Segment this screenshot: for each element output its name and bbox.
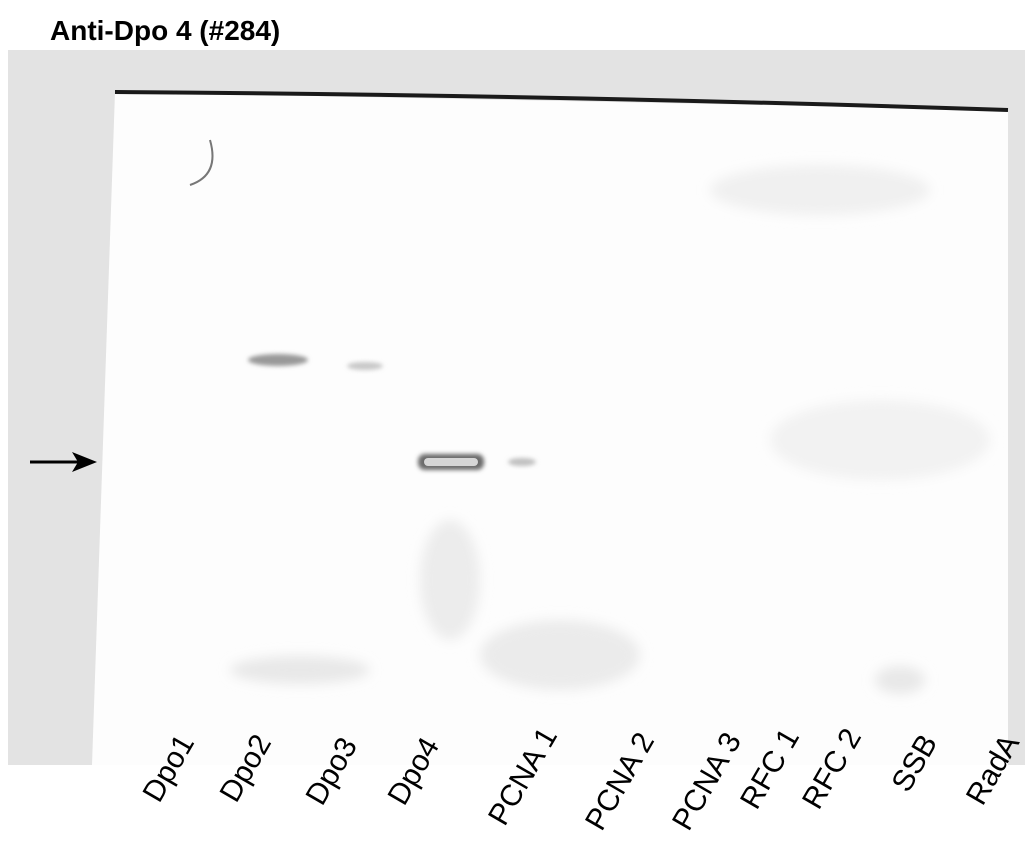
- band: [248, 354, 308, 366]
- figure-title: Anti-Dpo 4 (#284): [50, 15, 280, 46]
- blot-figure: Anti-Dpo 4 (#284) Dpo1Dpo2Dpo3Dpo4PCNA 1…: [0, 0, 1025, 843]
- page: Anti-Dpo 4 (#284) Dpo1Dpo2Dpo3Dpo4PCNA 1…: [0, 0, 1025, 843]
- band: [347, 362, 383, 370]
- band-center: [424, 458, 478, 466]
- band: [508, 458, 536, 466]
